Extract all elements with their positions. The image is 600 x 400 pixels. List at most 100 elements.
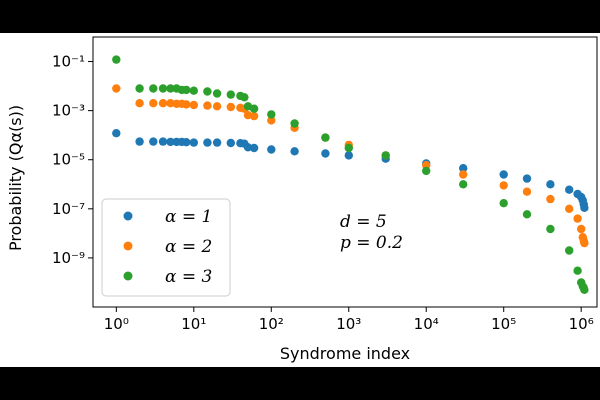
data-point: [166, 137, 175, 147]
data-point: [290, 119, 299, 128]
data-point: [344, 151, 353, 160]
legend: α = 1 α = 2 α = 3: [101, 198, 231, 297]
data-point: [212, 89, 222, 98]
x-axis-label: Syndrome index: [280, 344, 410, 363]
data-point: [546, 180, 555, 189]
data-point: [546, 224, 555, 234]
y-axis-ticks: 10⁻¹ 10⁻³ 10⁻⁵ 10⁻⁷ 10⁻⁹: [52, 53, 93, 267]
x-tick-label: 10²: [259, 315, 284, 333]
data-point: [212, 102, 222, 111]
series-1: [112, 129, 589, 212]
data-point: [249, 104, 259, 113]
data-point: [240, 93, 249, 102]
data-point: [112, 84, 121, 93]
x-tick-label: 10³: [336, 315, 361, 333]
data-point: [321, 133, 330, 142]
data-point: [135, 99, 144, 108]
x-tick-label: 10⁴: [414, 315, 439, 333]
data-point: [166, 99, 175, 108]
data-point: [459, 164, 468, 173]
data-point: [267, 116, 276, 125]
legend-label: α = 3: [165, 267, 212, 287]
data-point: [203, 101, 212, 110]
data-point: [226, 102, 235, 112]
data-point: [203, 138, 212, 147]
data-point: [577, 224, 586, 234]
data-point: [182, 138, 191, 147]
y-tick-label: 10⁻¹: [52, 53, 85, 71]
data-point: [203, 87, 212, 96]
y-tick-label: 10⁻⁵: [52, 151, 85, 169]
data-point: [522, 210, 532, 219]
data-point: [381, 151, 390, 160]
data-point: [499, 170, 508, 179]
legend-marker: [123, 271, 133, 281]
data-point: [565, 204, 574, 213]
data-point: [565, 185, 574, 194]
y-axis-label: Probability (Qα(s)): [6, 105, 25, 251]
x-tick-label: 10¹: [181, 315, 206, 333]
data-point: [189, 86, 198, 95]
data-point: [267, 110, 276, 119]
data-point: [321, 149, 330, 158]
data-point: [499, 181, 508, 190]
data-point: [573, 266, 582, 275]
data-point: [459, 170, 468, 179]
data-point: [499, 199, 508, 208]
data-point: [422, 166, 431, 176]
data-point: [149, 84, 158, 93]
data-point: [189, 138, 198, 147]
data-point: [565, 246, 574, 255]
data-point: [166, 84, 175, 93]
data-point: [226, 90, 235, 99]
data-point: [212, 138, 222, 147]
data-point: [344, 143, 353, 153]
plot-frame: [92, 36, 598, 308]
x-axis-ticks: 10⁰ 10¹ 10² 10³ 10⁴ 10⁵ 10⁶: [104, 307, 594, 333]
data-point: [112, 55, 121, 64]
data-point: [249, 111, 259, 121]
data-point: [158, 84, 168, 93]
x-tick-label: 10⁰: [104, 315, 129, 333]
data-point: [243, 143, 253, 152]
annotation-d: d = 5: [340, 212, 387, 232]
data-point: [189, 100, 198, 110]
data-point: [522, 187, 532, 196]
data-point: [158, 137, 168, 146]
data-point: [149, 99, 158, 108]
legend-marker: [123, 241, 133, 251]
series-3: [112, 55, 589, 294]
data-point: [182, 100, 191, 109]
legend-label: α = 1: [165, 207, 212, 227]
data-point: [158, 99, 168, 108]
data-point: [573, 214, 582, 223]
data-point: [546, 194, 555, 204]
data-points: [112, 55, 589, 294]
data-point: [522, 174, 532, 183]
y-tick-label: 10⁻⁹: [52, 249, 85, 267]
legend-box: [101, 198, 231, 297]
data-point: [226, 138, 235, 148]
chart-svg: 10⁰ 10¹ 10² 10³ 10⁴ 10⁵ 10⁶ 10⁻¹10⁻³10⁻⁵10⁻⁷10…: [6, 36, 598, 363]
data-point: [112, 129, 121, 138]
data-point: [290, 147, 299, 156]
data-point: [459, 180, 468, 189]
data-point: [135, 84, 144, 93]
data-point: [580, 285, 589, 294]
legend-marker: [123, 211, 133, 221]
legend-label: α = 2: [165, 237, 212, 257]
data-point: [249, 143, 259, 153]
data-point: [149, 137, 158, 146]
data-point: [580, 203, 589, 212]
y-tick-label: 10⁻⁷: [52, 200, 85, 218]
x-tick-label: 10⁶: [569, 315, 594, 333]
data-point: [182, 85, 191, 95]
x-tick-label: 10⁵: [491, 315, 516, 333]
figure: 10⁰ 10¹ 10² 10³ 10⁴ 10⁵ 10⁶ 10⁻¹ 10⁻³ 10⁻⁵ 10⁻⁷ 10…: [0, 33, 600, 367]
y-tick-label: 10⁻³: [52, 102, 85, 120]
annotation-p: p = 0.2: [340, 233, 403, 253]
data-point: [267, 145, 276, 154]
data-point: [580, 238, 589, 248]
annotation: d = 5 p = 0.2: [340, 212, 403, 253]
data-point: [135, 137, 144, 146]
